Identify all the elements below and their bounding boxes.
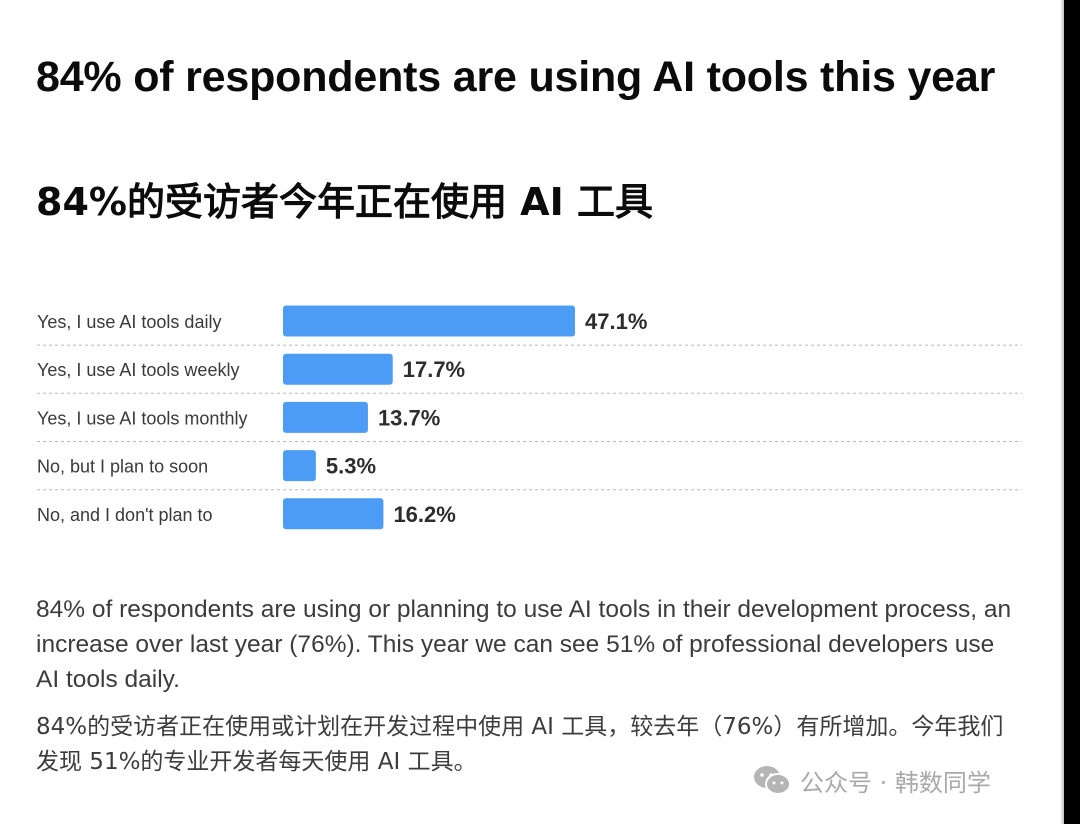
value-label: 16.2% bbox=[393, 502, 455, 527]
watermark: 公众号 · 韩数同学 bbox=[752, 760, 991, 800]
value-label: 47.1% bbox=[585, 309, 647, 334]
category-label: Yes, I use AI tools weekly bbox=[37, 360, 239, 380]
window-edge-bar bbox=[1060, 0, 1080, 824]
wechat-icon bbox=[754, 766, 791, 795]
bar-chart: Yes, I use AI tools daily 47.1% Yes, I use… bbox=[37, 305, 1022, 530]
category-label: Yes, I use AI tools monthly bbox=[37, 408, 247, 428]
value-label: 17.7% bbox=[403, 357, 465, 382]
page-title-chinese: 84%的受访者今年正在使用 AI 工具 bbox=[36, 180, 653, 224]
category-label: No, but I plan to soon bbox=[37, 457, 208, 477]
category-label: Yes, I use AI tools daily bbox=[37, 312, 221, 332]
bar bbox=[283, 353, 393, 385]
page-title: 84% of respondents are using AI tools th… bbox=[36, 53, 996, 101]
description-chinese: 84%的受访者正在使用或计划在开发过程中使用 AI 工具，较去年（76%）有所增… bbox=[36, 714, 1004, 775]
bar bbox=[283, 305, 576, 337]
description-english: 84% of respondents are using or planning… bbox=[36, 596, 1012, 693]
category-label: No, and I don't plan to bbox=[37, 505, 213, 525]
bar bbox=[283, 498, 384, 530]
value-label: 13.7% bbox=[378, 405, 440, 430]
watermark-text: 公众号 · 韩数同学 bbox=[800, 768, 991, 797]
bar bbox=[283, 450, 316, 482]
bar bbox=[283, 401, 368, 433]
value-label: 5.3% bbox=[326, 454, 376, 479]
